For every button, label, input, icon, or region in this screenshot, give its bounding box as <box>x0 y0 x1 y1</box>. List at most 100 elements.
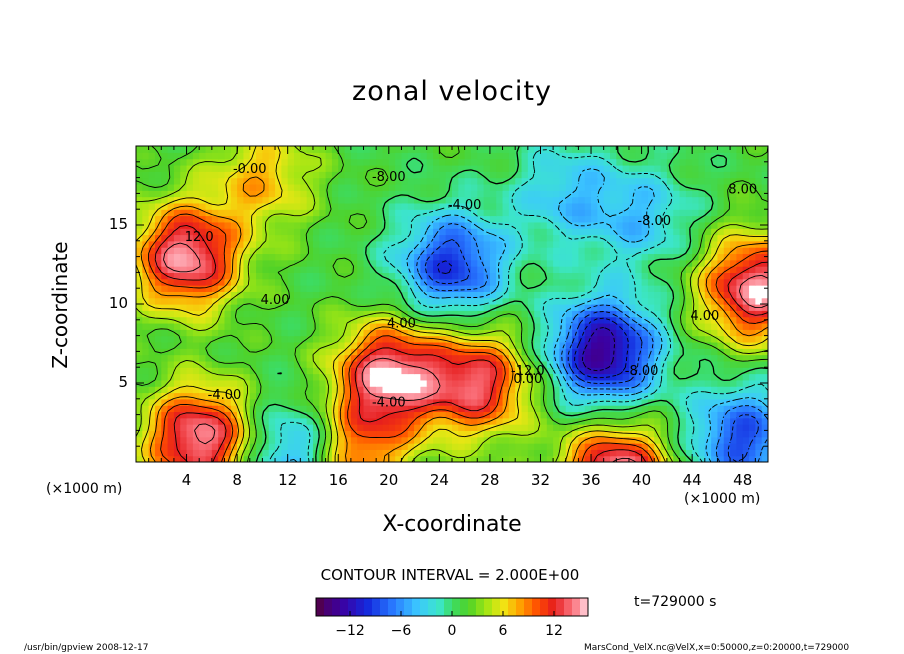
heat-cell <box>186 234 194 242</box>
heat-cell <box>666 240 674 248</box>
heat-cell <box>717 405 725 413</box>
heat-cell <box>395 329 403 337</box>
heat-cell <box>433 379 440 387</box>
heat-cell <box>237 373 245 381</box>
heat-cell <box>692 386 700 394</box>
heat-cell <box>502 272 510 280</box>
heat-cell <box>237 455 245 462</box>
heat-cell <box>736 417 744 425</box>
heat-cell <box>407 259 415 267</box>
heat-cell <box>331 146 339 153</box>
heat-cell <box>319 164 327 172</box>
heat-cell <box>559 310 567 318</box>
heat-cell <box>262 152 270 160</box>
heat-cell <box>477 455 485 462</box>
heat-cell <box>344 386 352 394</box>
heat-cell <box>319 360 327 368</box>
heat-cell <box>477 316 485 324</box>
heat-cell <box>654 202 662 210</box>
heat-cell <box>395 215 403 223</box>
heat-cell <box>540 158 548 166</box>
heat-cell <box>167 398 175 406</box>
heat-cell <box>730 348 737 356</box>
heat-cell <box>698 424 706 431</box>
heat-cell <box>704 367 712 375</box>
heat-cell <box>306 392 314 400</box>
heat-cell <box>666 417 674 425</box>
heat-cell <box>218 443 226 450</box>
heat-cell <box>331 152 339 160</box>
heat-cell <box>426 183 434 191</box>
heat-cell <box>641 215 649 223</box>
heat-cell <box>546 240 554 248</box>
heat-cell <box>287 171 295 179</box>
heat-cell <box>572 247 579 255</box>
heat-cell <box>192 322 200 330</box>
heat-cell <box>666 430 674 438</box>
heat-cell <box>376 253 384 261</box>
heat-cell <box>369 392 377 400</box>
heat-cell <box>704 266 712 273</box>
heat-cell <box>420 158 428 166</box>
heat-cell <box>218 272 226 280</box>
heat-cell <box>679 411 687 419</box>
heat-cell <box>730 171 737 179</box>
heat-cell <box>382 234 390 242</box>
heat-cell <box>704 455 712 462</box>
heat-cell <box>597 430 605 438</box>
heat-cell <box>698 190 706 198</box>
heat-cell <box>192 272 200 280</box>
heat-cell <box>294 430 301 438</box>
heat-cell <box>610 424 617 431</box>
heat-cell <box>496 177 504 185</box>
heat-cell <box>395 190 403 198</box>
heat-cell <box>192 177 200 185</box>
heat-cell <box>256 417 263 425</box>
heat-cell <box>666 348 674 356</box>
heat-cell <box>502 234 510 242</box>
heat-cell <box>180 398 188 406</box>
heat-cell <box>180 430 188 438</box>
heat-cell <box>527 266 535 273</box>
heat-cell <box>148 335 156 343</box>
heat-cell <box>698 329 706 337</box>
heat-cell <box>306 348 314 356</box>
heat-cell <box>142 329 150 337</box>
heat-cell <box>597 310 605 318</box>
heat-cell <box>540 316 548 324</box>
heat-cell <box>515 240 523 248</box>
heat-cell <box>275 158 282 166</box>
heat-cell <box>256 158 263 166</box>
heat-cell <box>610 171 617 179</box>
heat-cell <box>502 436 510 444</box>
heat-cell <box>230 405 238 413</box>
heat-cell <box>344 183 352 191</box>
heat-cell <box>578 177 586 185</box>
heat-cell <box>306 164 314 172</box>
heat-cell <box>464 354 472 362</box>
heat-cell <box>635 221 643 229</box>
heat-cell <box>647 278 655 286</box>
heat-cell <box>331 259 339 267</box>
heat-cell <box>730 196 737 204</box>
heat-cell <box>148 190 156 198</box>
heat-cell <box>395 367 403 375</box>
heat-cell <box>666 190 674 198</box>
heat-cell <box>369 221 377 229</box>
heat-cell <box>205 215 213 223</box>
heat-cell <box>180 285 188 292</box>
heat-cell <box>502 253 510 261</box>
heat-cell <box>186 247 194 255</box>
heat-cell <box>439 171 447 179</box>
heat-cell <box>666 322 674 330</box>
heat-cell <box>666 171 674 179</box>
heat-cell <box>388 304 396 311</box>
heat-cell <box>249 424 257 431</box>
heat-cell <box>673 392 681 400</box>
heat-cell <box>306 443 314 450</box>
heat-cell <box>565 455 573 462</box>
heat-cell <box>452 379 459 387</box>
heat-cell <box>641 202 649 210</box>
heat-cell <box>666 228 674 236</box>
heat-cell <box>704 417 712 425</box>
